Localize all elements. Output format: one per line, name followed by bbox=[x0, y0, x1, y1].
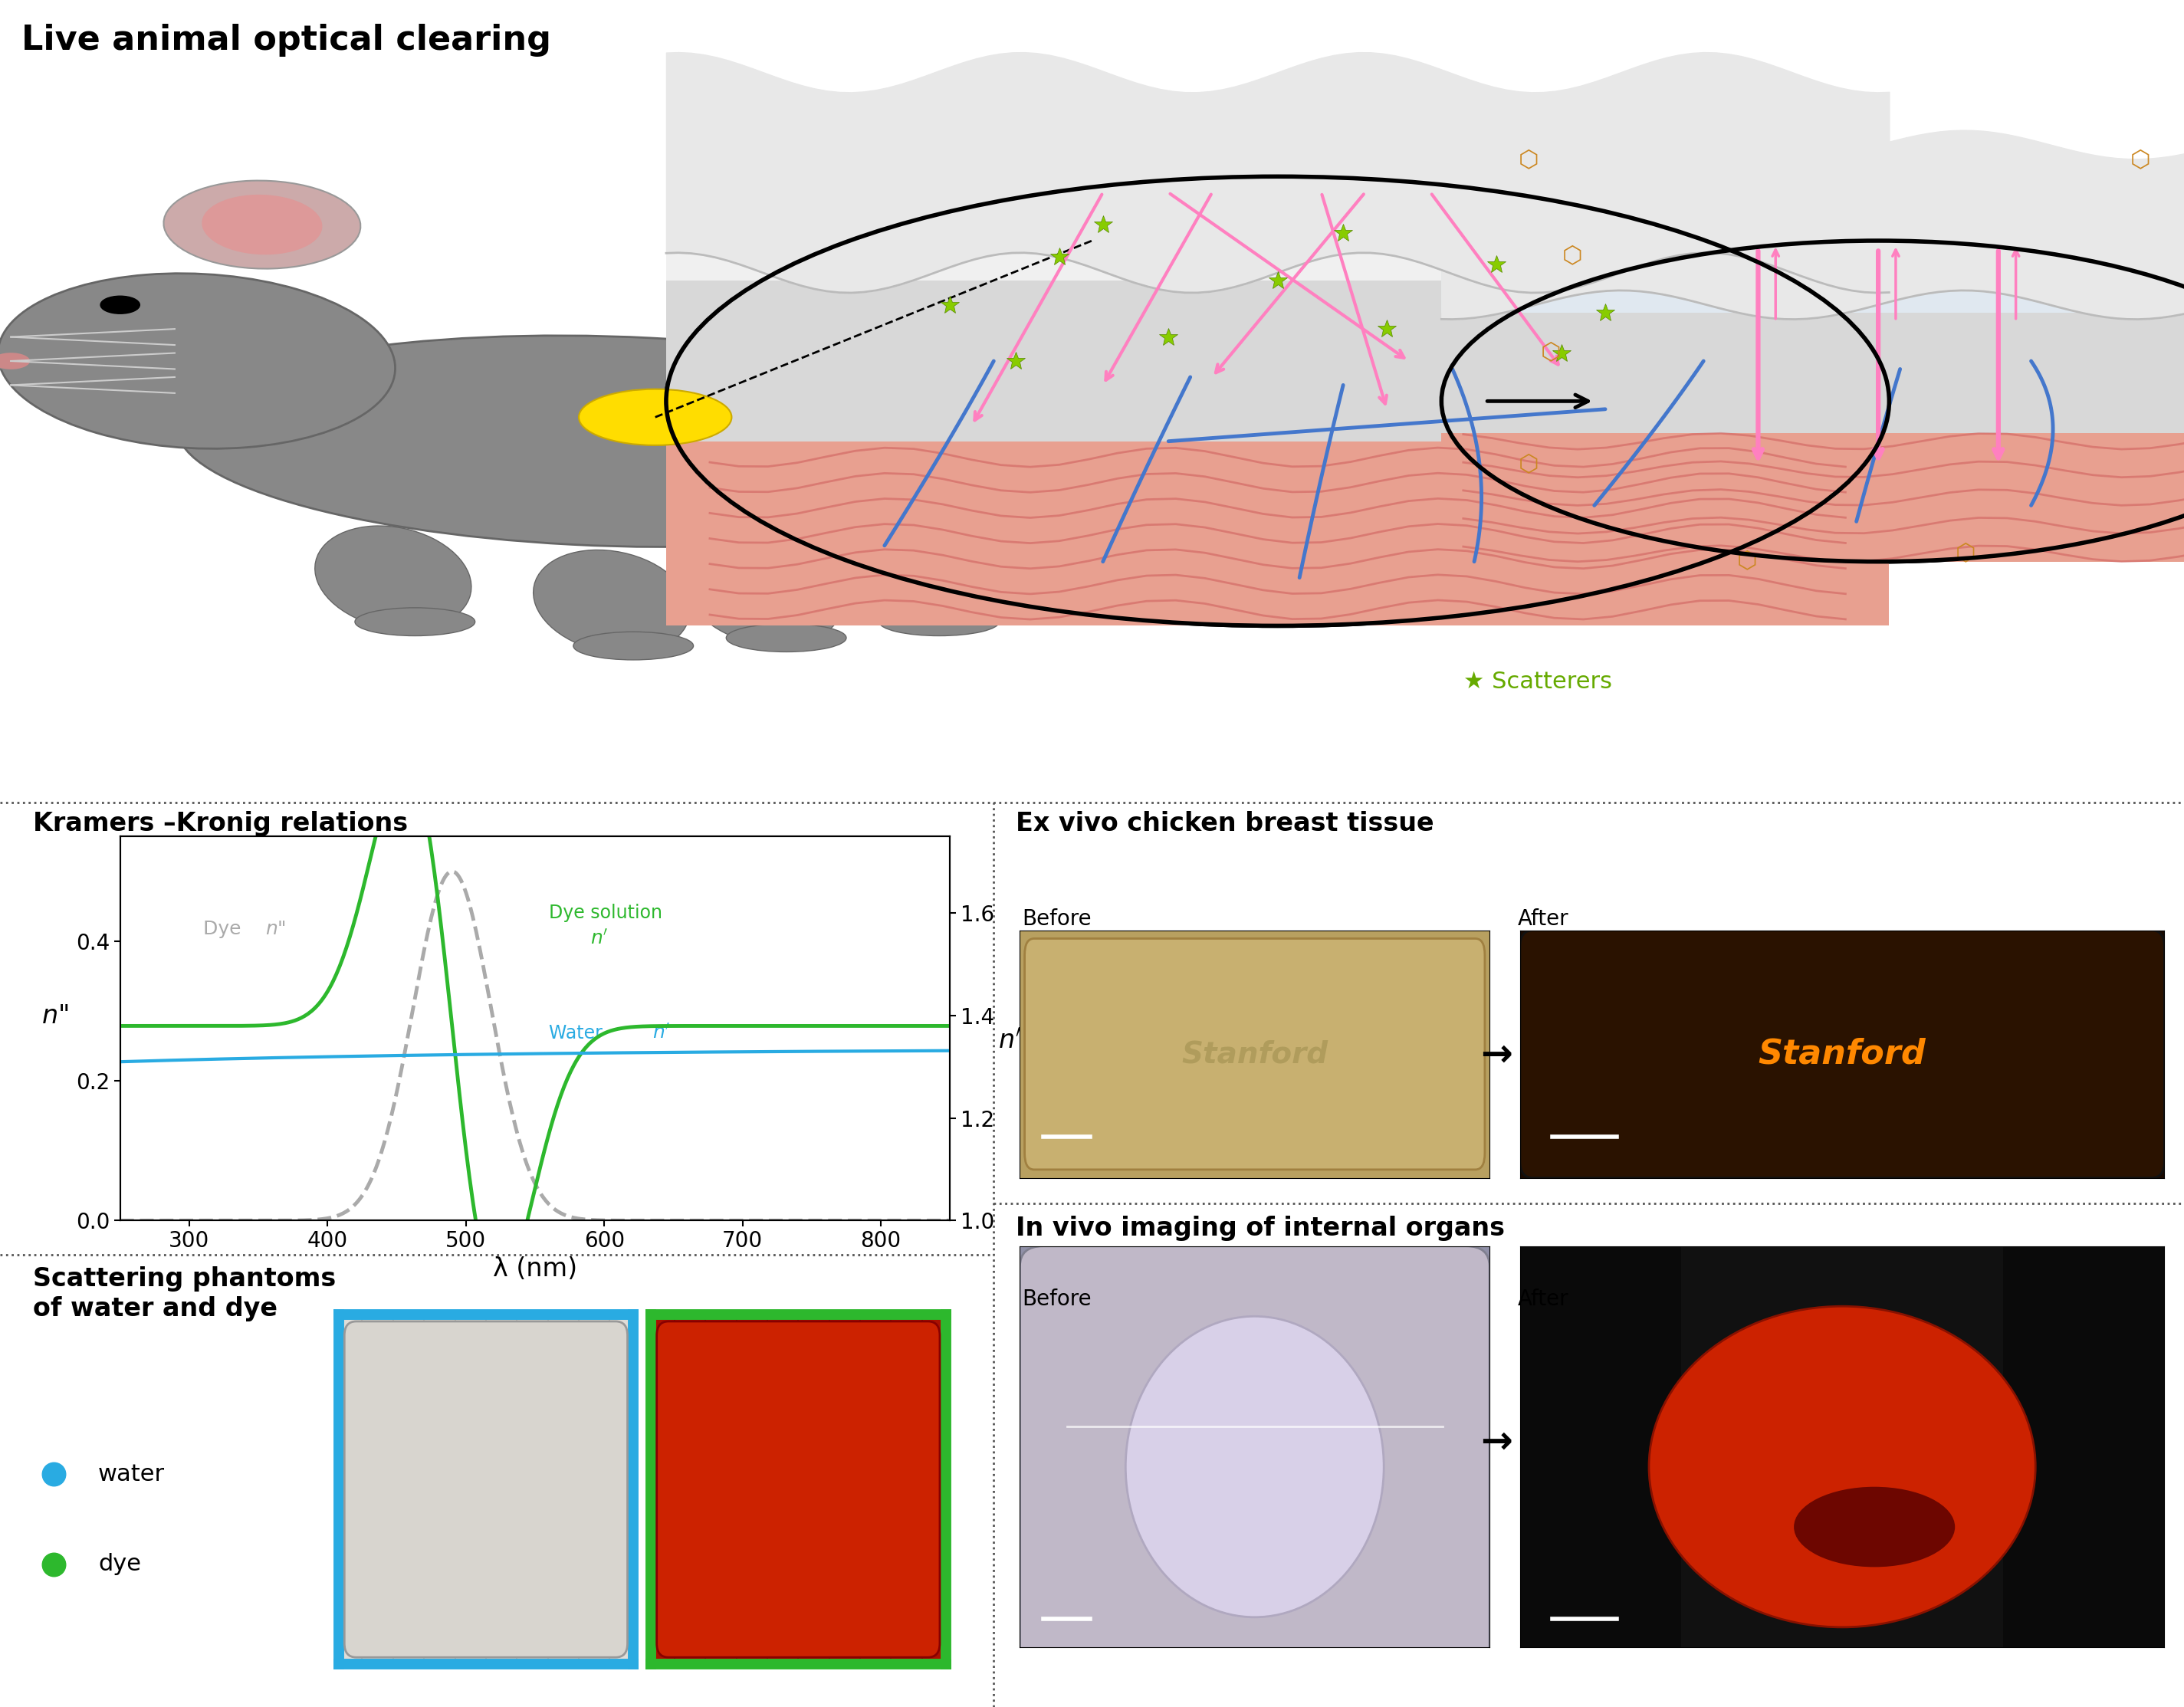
Y-axis label: $n'$: $n'$ bbox=[998, 1028, 1022, 1053]
FancyBboxPatch shape bbox=[345, 1321, 627, 1657]
Text: →: → bbox=[1481, 1036, 1511, 1074]
Text: $n$": $n$" bbox=[266, 920, 286, 939]
Text: Live animal optical clearing: Live animal optical clearing bbox=[22, 24, 553, 56]
Text: Before: Before bbox=[1022, 908, 1092, 930]
Text: ⬡: ⬡ bbox=[1540, 341, 1562, 364]
Text: Water: Water bbox=[548, 1024, 607, 1043]
Bar bbox=[666, 442, 1889, 626]
Text: ⬡: ⬡ bbox=[1518, 454, 1540, 476]
Text: After: After bbox=[1518, 908, 1568, 930]
Ellipse shape bbox=[0, 352, 31, 370]
Text: ⬡: ⬡ bbox=[1562, 246, 1583, 268]
Bar bbox=[1441, 193, 2184, 312]
Ellipse shape bbox=[572, 632, 695, 661]
Text: $n'$: $n'$ bbox=[590, 929, 609, 947]
Text: ⬡: ⬡ bbox=[1736, 550, 1758, 574]
Text: Ex vivo chicken breast tissue: Ex vivo chicken breast tissue bbox=[1016, 811, 1435, 836]
Text: water: water bbox=[98, 1463, 166, 1485]
FancyBboxPatch shape bbox=[1520, 930, 2164, 1178]
Ellipse shape bbox=[1649, 1306, 2035, 1627]
Ellipse shape bbox=[100, 295, 140, 314]
Text: Kramers –Kronig relations: Kramers –Kronig relations bbox=[33, 811, 408, 836]
Text: Scattering phantoms
of water and dye: Scattering phantoms of water and dye bbox=[33, 1267, 336, 1321]
Ellipse shape bbox=[0, 273, 395, 449]
Text: In vivo imaging of internal organs: In vivo imaging of internal organs bbox=[1016, 1215, 1505, 1241]
Ellipse shape bbox=[314, 526, 472, 630]
Ellipse shape bbox=[725, 623, 847, 652]
Ellipse shape bbox=[164, 181, 360, 268]
Text: dye: dye bbox=[98, 1553, 142, 1576]
Text: Before: Before bbox=[1022, 1289, 1092, 1311]
Ellipse shape bbox=[1793, 1487, 1955, 1567]
Text: After: After bbox=[1850, 195, 1907, 217]
Bar bbox=[666, 119, 1889, 282]
FancyBboxPatch shape bbox=[1020, 1246, 1489, 1668]
Bar bbox=[2003, 1246, 2164, 1647]
Text: Stanford: Stanford bbox=[1182, 1040, 1328, 1069]
Bar bbox=[1520, 1246, 1682, 1647]
Text: Stanford: Stanford bbox=[1758, 1038, 1926, 1070]
Ellipse shape bbox=[354, 608, 476, 635]
Ellipse shape bbox=[878, 608, 1000, 635]
FancyBboxPatch shape bbox=[657, 1321, 939, 1657]
Ellipse shape bbox=[533, 550, 690, 654]
FancyBboxPatch shape bbox=[1024, 939, 1485, 1169]
Ellipse shape bbox=[201, 195, 323, 254]
X-axis label: λ (nm): λ (nm) bbox=[494, 1256, 577, 1282]
Text: Dye: Dye bbox=[203, 920, 247, 939]
Bar bbox=[1441, 297, 2184, 434]
Ellipse shape bbox=[686, 541, 843, 645]
Text: ⬡: ⬡ bbox=[1955, 543, 1977, 565]
Text: ⬡: ⬡ bbox=[2129, 149, 2151, 172]
Bar bbox=[666, 265, 1889, 442]
Y-axis label: $n$": $n$" bbox=[41, 1004, 68, 1028]
Text: After: After bbox=[1518, 1289, 1568, 1311]
Text: ★ Scatterers: ★ Scatterers bbox=[1463, 671, 1612, 693]
Ellipse shape bbox=[177, 336, 1046, 546]
Ellipse shape bbox=[579, 389, 732, 446]
Circle shape bbox=[1441, 241, 2184, 562]
Text: $n'$: $n'$ bbox=[653, 1024, 670, 1043]
Text: →: → bbox=[1481, 1424, 1511, 1461]
Text: Before: Before bbox=[1241, 130, 1315, 152]
Circle shape bbox=[666, 176, 1889, 626]
Text: ⬡: ⬡ bbox=[1518, 149, 1540, 172]
Bar bbox=[1441, 434, 2184, 562]
Ellipse shape bbox=[839, 526, 996, 630]
Text: Dye solution: Dye solution bbox=[548, 903, 662, 922]
Ellipse shape bbox=[1125, 1316, 1385, 1617]
